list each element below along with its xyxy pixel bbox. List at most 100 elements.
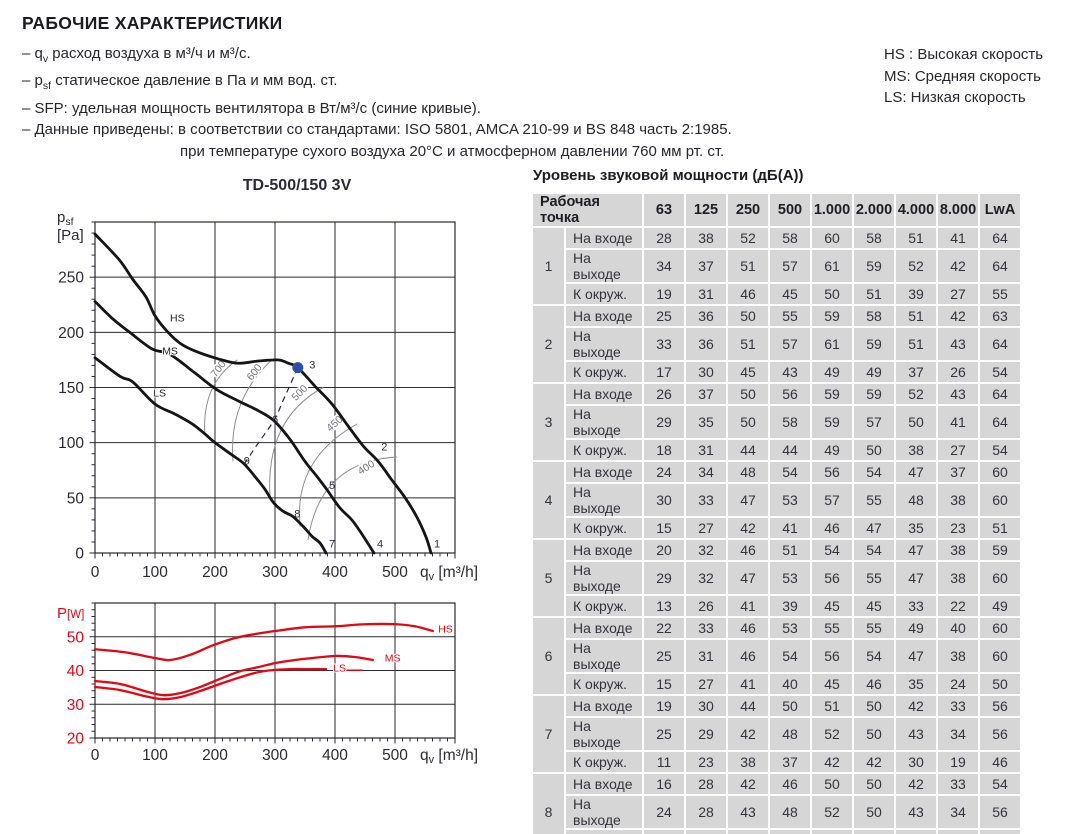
sound-level-value: 35 [896, 518, 936, 538]
measurement-position-label: К окруж. [566, 440, 642, 460]
svg-text:500: 500 [382, 564, 408, 581]
sound-level-value: 50 [728, 406, 768, 438]
sound-level-value: 32 [686, 540, 726, 560]
svg-text:5: 5 [329, 480, 335, 492]
sound-level-value: 34 [644, 250, 684, 282]
sound-level-value: 44 [728, 696, 768, 716]
y-tick-labels: 20 30 40 50 [67, 629, 85, 747]
sound-level-value: 56 [812, 640, 852, 672]
sound-level-value: 39 [770, 596, 810, 616]
sound-level-value: 44 [770, 440, 810, 460]
sound-level-value: 59 [812, 384, 852, 404]
sound-level-value: 42 [938, 306, 978, 326]
sound-level-value: 45 [980, 830, 1020, 834]
sound-level-value: 43 [896, 718, 936, 750]
sound-level-value: 52 [896, 384, 936, 404]
svg-text:100: 100 [142, 747, 168, 764]
sound-level-value: 41 [728, 596, 768, 616]
sfp-curve-label: 500 [289, 383, 310, 404]
sound-level-value: 27 [938, 284, 978, 304]
sound-level-value: 51 [896, 306, 936, 326]
sound-level-value: 22 [938, 596, 978, 616]
working-point-number: 3 [533, 384, 564, 460]
svg-text:300: 300 [262, 564, 288, 581]
note-airflow: – qv расход воздуха в м³/ч и м³/с. [22, 45, 251, 65]
header-frequency: 2.000 [854, 194, 894, 226]
svg-text:3: 3 [309, 360, 315, 372]
sound-level-value: 52 [812, 796, 852, 828]
sfp-curve [232, 359, 273, 462]
sound-level-value: 30 [686, 696, 726, 716]
svg-text:0: 0 [91, 564, 100, 581]
sound-level-value: 57 [770, 328, 810, 360]
x-tick-labels: 0 100 200 300 400 500 [91, 564, 409, 581]
sound-level-value: 19 [644, 284, 684, 304]
sound-level-value: 56 [770, 384, 810, 404]
table-row: К окруж. 15 27 41 40 45 46 35 24 50 [533, 674, 1020, 694]
header-frequency: LwA [980, 194, 1020, 226]
sound-level-value: 26 [686, 596, 726, 616]
svg-text:50: 50 [67, 629, 85, 646]
sound-level-value: 27 [938, 440, 978, 460]
sound-level-value: 22 [686, 830, 726, 834]
table-row: На выходе 34 37 51 57 61 59 52 42 64 [533, 250, 1020, 282]
x-axis-label: qv [m³/h] [420, 564, 478, 583]
measurement-position-label: На входе [566, 306, 642, 326]
sound-level-value: 55 [980, 284, 1020, 304]
sound-level-value: 60 [980, 562, 1020, 594]
sound-level-value: 55 [854, 484, 894, 516]
sound-level-value: 50 [770, 696, 810, 716]
sound-level-value: 51 [770, 540, 810, 560]
sound-level-value: 34 [938, 796, 978, 828]
ls-curve [93, 667, 328, 701]
y-axis-unit: [Pa] [57, 227, 84, 244]
sound-level-value: 50 [728, 306, 768, 326]
svg-text:2: 2 [381, 441, 387, 453]
svg-text:100: 100 [142, 564, 168, 581]
sound-level-value: 17 [644, 362, 684, 382]
svg-text:LS: LS [333, 663, 346, 675]
sound-level-value: 34 [770, 830, 810, 834]
header-frequency: 500 [770, 194, 810, 226]
measurement-position-label: К окруж. [566, 362, 642, 382]
sound-level-value: 51 [728, 250, 768, 282]
sound-level-value: 50 [980, 674, 1020, 694]
table-row: На выходе 24 28 43 48 52 50 43 34 56 [533, 796, 1020, 828]
table-row: На выходе 29 32 47 53 56 55 47 38 60 [533, 562, 1020, 594]
sound-level-value: 34 [686, 462, 726, 482]
sound-level-value: 44 [728, 440, 768, 460]
selected-operating-point [292, 362, 304, 374]
sound-level-value: 47 [896, 540, 936, 560]
measurement-position-label: К окруж. [566, 596, 642, 616]
sound-level-value: 54 [770, 640, 810, 672]
sound-level-value: 11 [644, 752, 684, 772]
sound-level-value: 22 [644, 618, 684, 638]
power-chart: 0 100 200 300 400 500 20 30 40 50 qv [m³/h] P[W] HS M… [57, 602, 478, 766]
sound-level-value: 56 [980, 796, 1020, 828]
svg-text:8: 8 [294, 509, 300, 521]
sound-level-value: 42 [728, 718, 768, 750]
sound-level-value: 23 [938, 518, 978, 538]
sound-level-value: 50 [812, 284, 852, 304]
sound-level-value: 27 [686, 518, 726, 538]
sound-level-value: 54 [812, 540, 852, 560]
svg-text:0: 0 [75, 546, 84, 563]
sound-level-value: 34 [938, 718, 978, 750]
working-point-number: 4 [533, 462, 564, 538]
svg-text:7: 7 [329, 538, 335, 550]
table-row: К окруж. 17 30 45 43 49 49 37 26 54 [533, 362, 1020, 382]
sound-level-value: 28 [644, 228, 684, 248]
sound-level-value: 37 [686, 250, 726, 282]
sound-level-value: 47 [896, 640, 936, 672]
sound-level-value: 48 [770, 718, 810, 750]
sound-level-value: 46 [854, 674, 894, 694]
sfp-curve [269, 387, 324, 501]
sound-level-value: 60 [980, 484, 1020, 516]
sound-level-value: 33 [686, 484, 726, 516]
svg-text:HS: HS [438, 624, 453, 636]
legend-medium-speed: MS: Средняя скорость [884, 67, 1041, 85]
sound-level-value: 60 [980, 462, 1020, 482]
sound-table-title: Уровень звуковой мощности (дБ(А)) [533, 167, 804, 184]
sound-level-value: 33 [938, 696, 978, 716]
